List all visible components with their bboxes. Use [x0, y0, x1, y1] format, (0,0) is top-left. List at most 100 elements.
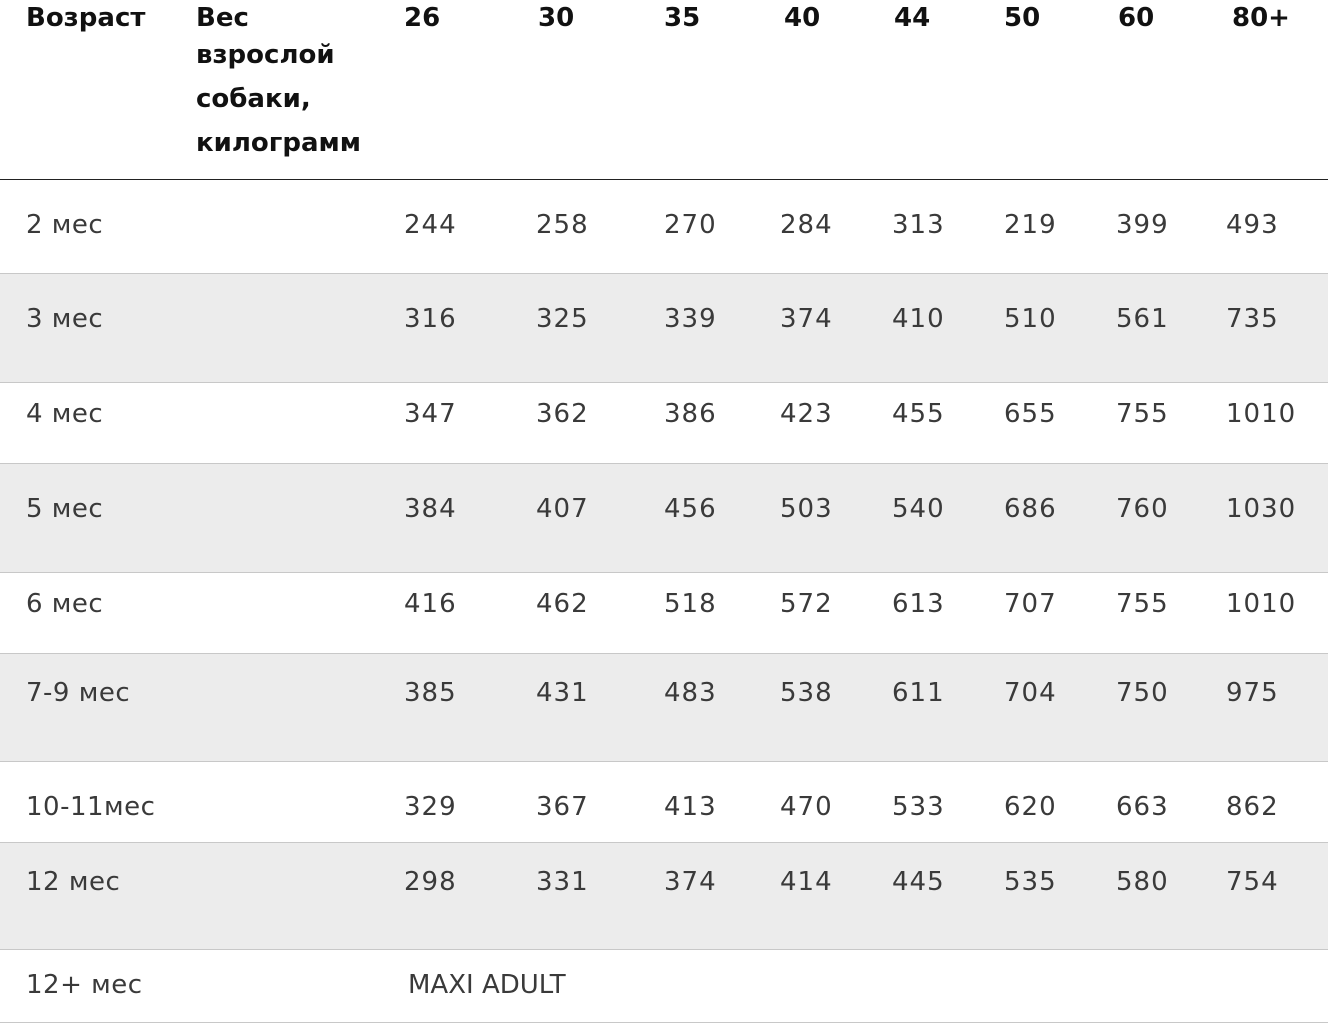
table-body: 2 мес 244 258 270 284 313 219 399 493 3 мес 316 325…	[0, 180, 1328, 950]
row-value-cell: 270	[664, 210, 717, 240]
row-value-cell: 258	[536, 210, 589, 240]
row-value-cell: 620	[1004, 792, 1057, 822]
row-value-cell: 325	[536, 304, 589, 334]
row-value-cell: 414	[780, 867, 833, 897]
row-value-cell: 493	[1226, 210, 1279, 240]
row-value-cell: 313	[892, 210, 945, 240]
row-value-cell: 416	[404, 589, 457, 619]
row-value-cell: 413	[664, 792, 717, 822]
row-value-cell: 518	[664, 589, 717, 619]
table-row: 12 мес 298 331 374 414 445 535 580 754	[0, 843, 1328, 950]
row-value-cell: 707	[1004, 589, 1057, 619]
row-value-cell: 663	[1116, 792, 1169, 822]
row-value-cell: 329	[404, 792, 457, 822]
row-value-cell: 374	[664, 867, 717, 897]
row-value-cell: 755	[1116, 399, 1169, 429]
row-value-cell: 655	[1004, 399, 1057, 429]
row-value-cell: 533	[892, 792, 945, 822]
row-value-cell: 580	[1116, 867, 1169, 897]
row-value-cell: 339	[664, 304, 717, 334]
row-value-cell: 385	[404, 678, 457, 708]
row-value-cell: 407	[536, 494, 589, 524]
row-value-cell: 572	[780, 589, 833, 619]
header-weight: Вес взрослой собаки, килограмм	[196, 3, 376, 165]
row-value-cell: 540	[892, 494, 945, 524]
table-header: Возраст Вес взрослой собаки, килограмм 2…	[0, 0, 1328, 180]
row-value-cell: 423	[780, 399, 833, 429]
row-value-cell: 760	[1116, 494, 1169, 524]
row-value-cell: 244	[404, 210, 457, 240]
header-weight-26: 26	[404, 3, 441, 33]
table-row: 5 мес 384 407 456 503 540 686 760 1030	[0, 464, 1328, 573]
row-value-cell: 561	[1116, 304, 1169, 334]
table-row: 10-11мес 329 367 413 470 533 620 663 862	[0, 762, 1328, 843]
row-age: 12 мес	[26, 867, 121, 897]
row-age: 2 мес	[26, 210, 104, 240]
row-value-cell: 470	[780, 792, 833, 822]
row-value-cell: 362	[536, 399, 589, 429]
row-age: 7-9 мес	[26, 678, 131, 708]
table-row: 6 мес 416 462 518 572 613 707 755 1010	[0, 573, 1328, 654]
row-age: 10-11мес	[26, 792, 156, 822]
row-value-cell: 386	[664, 399, 717, 429]
row-value-cell: 754	[1226, 867, 1279, 897]
row-age: 12+ мес	[26, 970, 143, 1000]
header-weight-44: 44	[894, 3, 931, 33]
row-value-cell: 510	[1004, 304, 1057, 334]
header-weight-line: собаки,	[196, 84, 311, 114]
header-weight-30: 30	[538, 3, 575, 33]
row-value-cell: 975	[1226, 678, 1279, 708]
header-weight-60: 60	[1118, 3, 1155, 33]
row-value-cell: 298	[404, 867, 457, 897]
row-value-cell: 613	[892, 589, 945, 619]
row-value-cell: 367	[536, 792, 589, 822]
row-value-cell: 704	[1004, 678, 1057, 708]
row-value-cell: 1030	[1226, 494, 1297, 524]
row-age: 3 мес	[26, 304, 104, 334]
row-value-cell: 735	[1226, 304, 1279, 334]
row-value-cell: 535	[1004, 867, 1057, 897]
row-age: 5 мес	[26, 494, 104, 524]
header-weight-line: килограмм	[196, 128, 362, 158]
header-weight-50: 50	[1004, 3, 1041, 33]
row-value-cell: 750	[1116, 678, 1169, 708]
row-value-cell: 316	[404, 304, 457, 334]
row-value-cell: 399	[1116, 210, 1169, 240]
row-value-cell: 431	[536, 678, 589, 708]
header-weight-40: 40	[784, 3, 821, 33]
row-value-cell: 538	[780, 678, 833, 708]
row-value-cell: 455	[892, 399, 945, 429]
row-value-cell: 445	[892, 867, 945, 897]
table-row-last: 12+ мес MAXI ADULT	[0, 950, 1328, 1023]
row-value-cell: 456	[664, 494, 717, 524]
row-value-cell: 611	[892, 678, 945, 708]
row-value-cell: 503	[780, 494, 833, 524]
row-value-cell: 347	[404, 399, 457, 429]
header-weight-line: взрослой	[196, 40, 335, 70]
row-value-cell: 331	[536, 867, 589, 897]
row-value-cell: 862	[1226, 792, 1279, 822]
row-value-cell: 219	[1004, 210, 1057, 240]
row-age: 6 мес	[26, 589, 104, 619]
row-age: 4 мес	[26, 399, 104, 429]
header-age: Возраст	[26, 3, 146, 33]
row-value-cell: 686	[1004, 494, 1057, 524]
table-row: 2 мес 244 258 270 284 313 219 399 493	[0, 180, 1328, 274]
header-weight-35: 35	[664, 3, 701, 33]
table-row: 3 мес 316 325 339 374 410 510 561 735	[0, 274, 1328, 383]
row-value-cell: 410	[892, 304, 945, 334]
row-value-cell: 374	[780, 304, 833, 334]
table-row: 4 мес 347 362 386 423 455 655 755 1010	[0, 383, 1328, 464]
header-weight-line: Вес	[196, 3, 249, 33]
header-weight-80plus: 80+	[1232, 3, 1290, 33]
table-row: 7-9 мес 385 431 483 538 611 704 750 975	[0, 654, 1328, 762]
row-value-cell: 462	[536, 589, 589, 619]
row-value-cell: 483	[664, 678, 717, 708]
row-value-cell: 1010	[1226, 399, 1297, 429]
row-value-cell: 284	[780, 210, 833, 240]
row-value-cell: 1010	[1226, 589, 1297, 619]
row-note: MAXI ADULT	[408, 970, 566, 1000]
row-value-cell: 755	[1116, 589, 1169, 619]
row-value-cell: 384	[404, 494, 457, 524]
